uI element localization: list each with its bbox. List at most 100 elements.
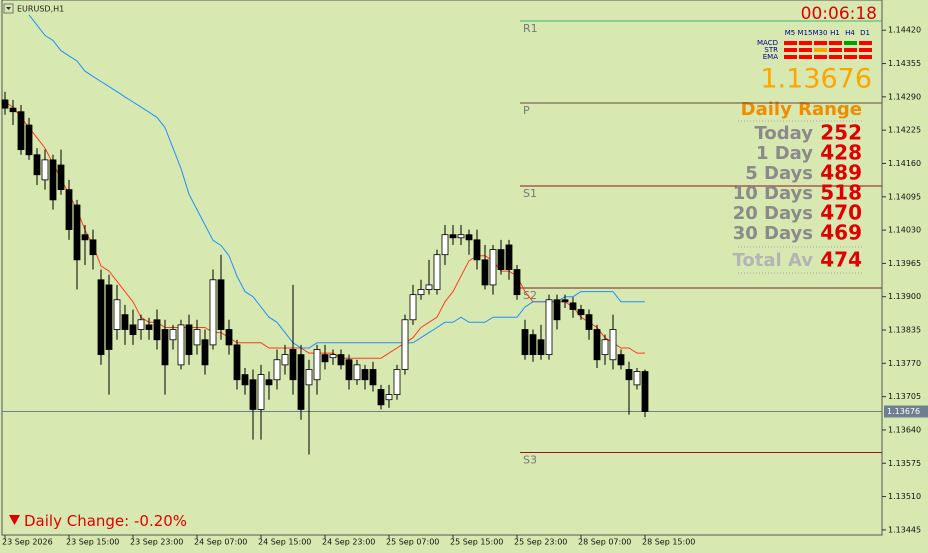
candle-body — [561, 299, 569, 303]
candle-body — [1, 99, 9, 109]
plot-area — [1, 0, 883, 536]
candle-body — [513, 269, 521, 296]
x-tick-label: 25 Sep 23:00 — [514, 538, 567, 547]
y-tick-label: 1.13900 — [888, 292, 921, 301]
down-arrow — [9, 515, 20, 525]
candle-body — [377, 389, 385, 406]
y-tick-label: 1.13770 — [888, 359, 921, 368]
y-tick-label: 1.14355 — [888, 59, 921, 68]
candle-body — [537, 339, 545, 356]
range-value: 252 — [820, 121, 862, 145]
candle-body — [569, 302, 577, 310]
signal — [859, 55, 872, 59]
y-tick-label: 1.14225 — [888, 126, 921, 135]
candle-body — [449, 234, 457, 239]
candle-body — [265, 379, 273, 386]
candle-body — [169, 329, 177, 341]
candle-body — [369, 369, 377, 386]
range-label: 5 Days — [745, 163, 813, 184]
menu-box[interactable] — [3, 3, 14, 14]
candle-body — [249, 379, 257, 410]
candle-body — [313, 349, 321, 381]
signal-name: STR — [764, 46, 778, 54]
candle-body — [585, 314, 593, 330]
signal-name: EMA — [763, 53, 778, 61]
signal — [799, 41, 812, 45]
candle-body — [393, 369, 401, 395]
candle-body — [209, 279, 217, 346]
candle-body — [481, 259, 489, 286]
candle-body — [593, 329, 601, 361]
candle-body — [9, 107, 17, 113]
x-tick-label: 24 Sep 15:00 — [258, 538, 311, 547]
range-label: Today — [755, 123, 814, 144]
candle-body — [425, 284, 433, 290]
timeframe-label: D1 — [860, 29, 870, 37]
candle-body — [273, 359, 281, 381]
pivot-label: S3 — [523, 453, 537, 466]
candle-body — [241, 374, 249, 386]
candle-body — [225, 329, 233, 346]
signal — [784, 55, 797, 59]
candle-body — [65, 189, 73, 230]
range-value: 469 — [820, 221, 862, 245]
candle-body — [121, 314, 129, 330]
signal — [859, 48, 872, 52]
timer: 00:06:18 — [801, 4, 877, 24]
signal — [829, 41, 842, 45]
candle-body — [473, 239, 481, 261]
candle-body — [201, 339, 209, 366]
candle-body — [545, 299, 553, 356]
candle-body — [153, 319, 161, 341]
candle-body — [289, 349, 297, 381]
candle-body — [609, 329, 617, 361]
candle-body — [641, 371, 649, 412]
x-tick-label: 25 Sep 07:00 — [386, 538, 439, 547]
x-tick-label: 28 Sep 15:00 — [642, 538, 695, 547]
y-tick-label: 1.14030 — [888, 226, 921, 235]
candle-body — [49, 159, 57, 201]
pivot-label: R1 — [523, 22, 538, 35]
candle-body — [433, 254, 441, 290]
signal — [814, 41, 827, 45]
candle-body — [73, 204, 81, 261]
daily-change-label: Daily Change: — [24, 512, 129, 530]
range-label: 10 Days — [733, 183, 813, 204]
candle-body — [321, 354, 329, 363]
pivot-label: S2 — [523, 289, 537, 302]
y-tick-label: 1.14095 — [888, 192, 921, 201]
price-tag — [884, 405, 928, 418]
candle-body — [217, 279, 225, 330]
x-tick-label: 24 Sep 23:00 — [322, 538, 375, 547]
candle-body — [529, 334, 537, 356]
price-tag-label: 1.13676 — [887, 407, 920, 416]
candle-body — [361, 369, 369, 381]
range-value: 470 — [820, 201, 862, 225]
y-tick-label: 1.13445 — [888, 525, 921, 534]
candle-body — [617, 354, 625, 366]
y-tick-label: 1.13510 — [888, 492, 921, 501]
candle-body — [17, 111, 25, 151]
candle-body — [401, 319, 409, 370]
menu-arrow — [6, 7, 11, 10]
signal — [784, 48, 797, 52]
candle-body — [329, 354, 337, 359]
daily-change: Daily Change: -0.20% — [24, 512, 187, 530]
timeframe-label: H4 — [845, 29, 855, 37]
candle-body — [457, 234, 465, 239]
y-tick-label: 1.14420 — [888, 26, 921, 35]
y-tick-label: 1.13640 — [888, 425, 921, 434]
candle-body — [297, 354, 305, 410]
candle-body — [97, 279, 105, 356]
signal — [799, 55, 812, 59]
candle-body — [489, 249, 497, 286]
candle-body — [305, 369, 313, 386]
candle-body — [257, 374, 265, 410]
candle-body — [633, 371, 641, 386]
candle-body — [81, 234, 89, 241]
y-tick-label: 1.13965 — [888, 259, 921, 268]
range-title: Daily Range — [741, 99, 862, 120]
signal — [829, 48, 842, 52]
